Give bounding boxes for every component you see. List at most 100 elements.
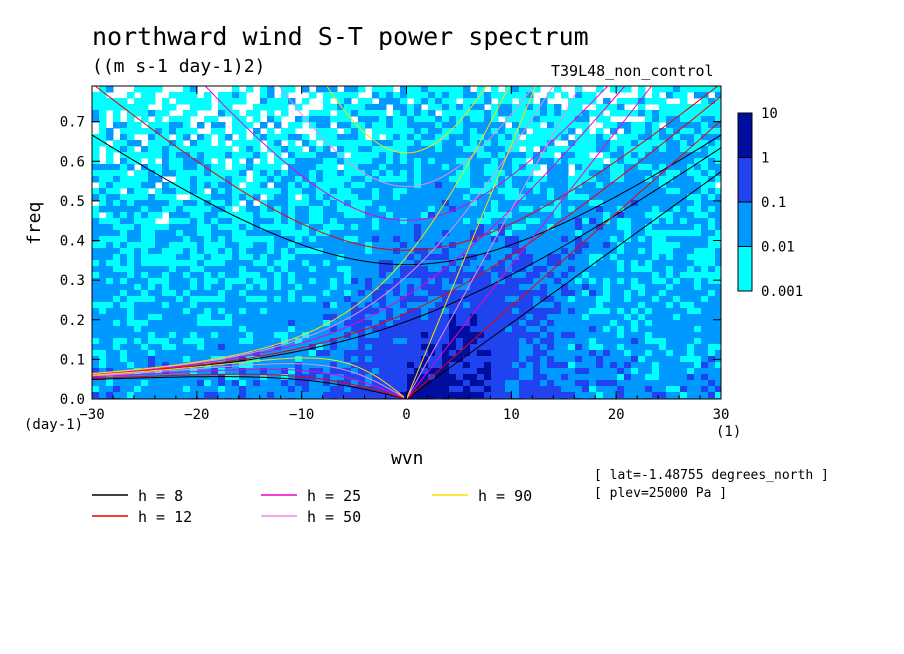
heatmap-cell xyxy=(575,362,583,369)
heatmap-cell xyxy=(155,110,163,117)
heatmap-cell xyxy=(162,152,170,159)
heatmap-cell xyxy=(176,92,184,99)
heatmap-cell xyxy=(344,350,352,357)
heatmap-cell xyxy=(106,260,114,267)
heatmap-cell xyxy=(232,242,240,249)
heatmap-cell xyxy=(575,392,583,399)
heatmap-cell xyxy=(246,284,254,291)
heatmap-cell xyxy=(463,338,471,345)
heatmap-cell xyxy=(337,230,345,237)
heatmap-cell xyxy=(540,332,548,339)
heatmap-cell xyxy=(547,362,555,369)
heatmap-cell xyxy=(183,224,191,231)
heatmap-cell xyxy=(463,158,471,165)
heatmap-cell xyxy=(379,278,387,285)
heatmap-cell xyxy=(302,392,310,399)
heatmap-cell xyxy=(260,380,268,387)
heatmap-cell xyxy=(421,176,429,183)
heatmap-cell xyxy=(141,320,149,327)
heatmap-cell xyxy=(463,320,471,327)
heatmap-cell xyxy=(442,386,450,393)
heatmap-cell xyxy=(470,176,478,183)
heatmap-cell xyxy=(680,176,688,183)
heatmap-cell xyxy=(316,194,324,201)
heatmap-cell xyxy=(309,320,317,327)
heatmap-cell xyxy=(463,314,471,321)
heatmap-cell xyxy=(673,236,681,243)
heatmap-cell xyxy=(344,356,352,363)
heatmap-cell xyxy=(183,284,191,291)
heatmap-cell xyxy=(533,212,541,219)
heatmap-cell xyxy=(456,386,464,393)
heatmap-cell xyxy=(540,104,548,111)
heatmap-cell xyxy=(512,200,520,207)
heatmap-cell xyxy=(470,134,478,141)
heatmap-cell xyxy=(127,350,135,357)
heatmap-cell xyxy=(540,368,548,375)
heatmap-cell xyxy=(127,362,135,369)
heatmap-cell xyxy=(148,212,156,219)
heatmap-cell xyxy=(162,188,170,195)
heatmap-cell xyxy=(624,230,632,237)
heatmap-cell xyxy=(477,284,485,291)
heatmap-cell xyxy=(155,260,163,267)
heatmap-cell xyxy=(519,188,527,195)
heatmap-cell xyxy=(330,248,338,255)
heatmap-cell xyxy=(561,266,569,273)
heatmap-cell xyxy=(127,194,135,201)
heatmap-cell xyxy=(316,374,324,381)
heatmap-cell xyxy=(197,344,205,351)
heatmap-cell xyxy=(575,290,583,297)
heatmap-cell xyxy=(694,254,702,261)
heatmap-cell xyxy=(470,380,478,387)
heatmap-cell xyxy=(232,140,240,147)
heatmap-cell xyxy=(232,182,240,189)
heatmap-cell xyxy=(617,176,625,183)
heatmap-cell xyxy=(288,188,296,195)
heatmap-cell xyxy=(393,284,401,291)
heatmap-cell xyxy=(547,320,555,327)
heatmap-cell xyxy=(575,356,583,363)
heatmap-cell xyxy=(379,188,387,195)
heatmap-cell xyxy=(274,122,282,129)
heatmap-cell xyxy=(575,86,583,93)
heatmap-cell xyxy=(92,368,100,375)
heatmap-cell xyxy=(365,290,373,297)
heatmap-cell xyxy=(589,188,597,195)
heatmap-cell xyxy=(337,332,345,339)
heatmap-cell xyxy=(148,290,156,297)
heatmap-cell xyxy=(330,386,338,393)
heatmap-cell xyxy=(428,86,436,93)
heatmap-cell xyxy=(106,356,114,363)
heatmap-cell xyxy=(638,236,646,243)
heatmap-cell xyxy=(442,200,450,207)
heatmap-cell xyxy=(393,200,401,207)
heatmap-cell xyxy=(141,332,149,339)
heatmap-cell xyxy=(659,158,667,165)
heatmap-cell xyxy=(484,236,492,243)
legend-label: h = 25 xyxy=(307,487,361,505)
heatmap-cell xyxy=(330,368,338,375)
heatmap-cell xyxy=(477,86,485,93)
heatmap-cell xyxy=(232,314,240,321)
heatmap-cell xyxy=(351,386,359,393)
heatmap-cell xyxy=(442,338,450,345)
heatmap-cell xyxy=(526,134,534,141)
heatmap-cell xyxy=(435,380,443,387)
heatmap-cell xyxy=(246,242,254,249)
heatmap-cell xyxy=(134,224,142,231)
heatmap-cell xyxy=(337,362,345,369)
heatmap-cell xyxy=(204,158,212,165)
heatmap-cell xyxy=(155,170,163,177)
heatmap-cell xyxy=(589,350,597,357)
heatmap-cell xyxy=(575,110,583,117)
heatmap-cell xyxy=(694,296,702,303)
heatmap-cell xyxy=(708,302,716,309)
heatmap-cell xyxy=(610,110,618,117)
heatmap-cell xyxy=(246,224,254,231)
heatmap-cell xyxy=(484,122,492,129)
heatmap-cell xyxy=(666,326,674,333)
heatmap-cell xyxy=(477,368,485,375)
heatmap-cell xyxy=(582,182,590,189)
heatmap-cell xyxy=(176,368,184,375)
